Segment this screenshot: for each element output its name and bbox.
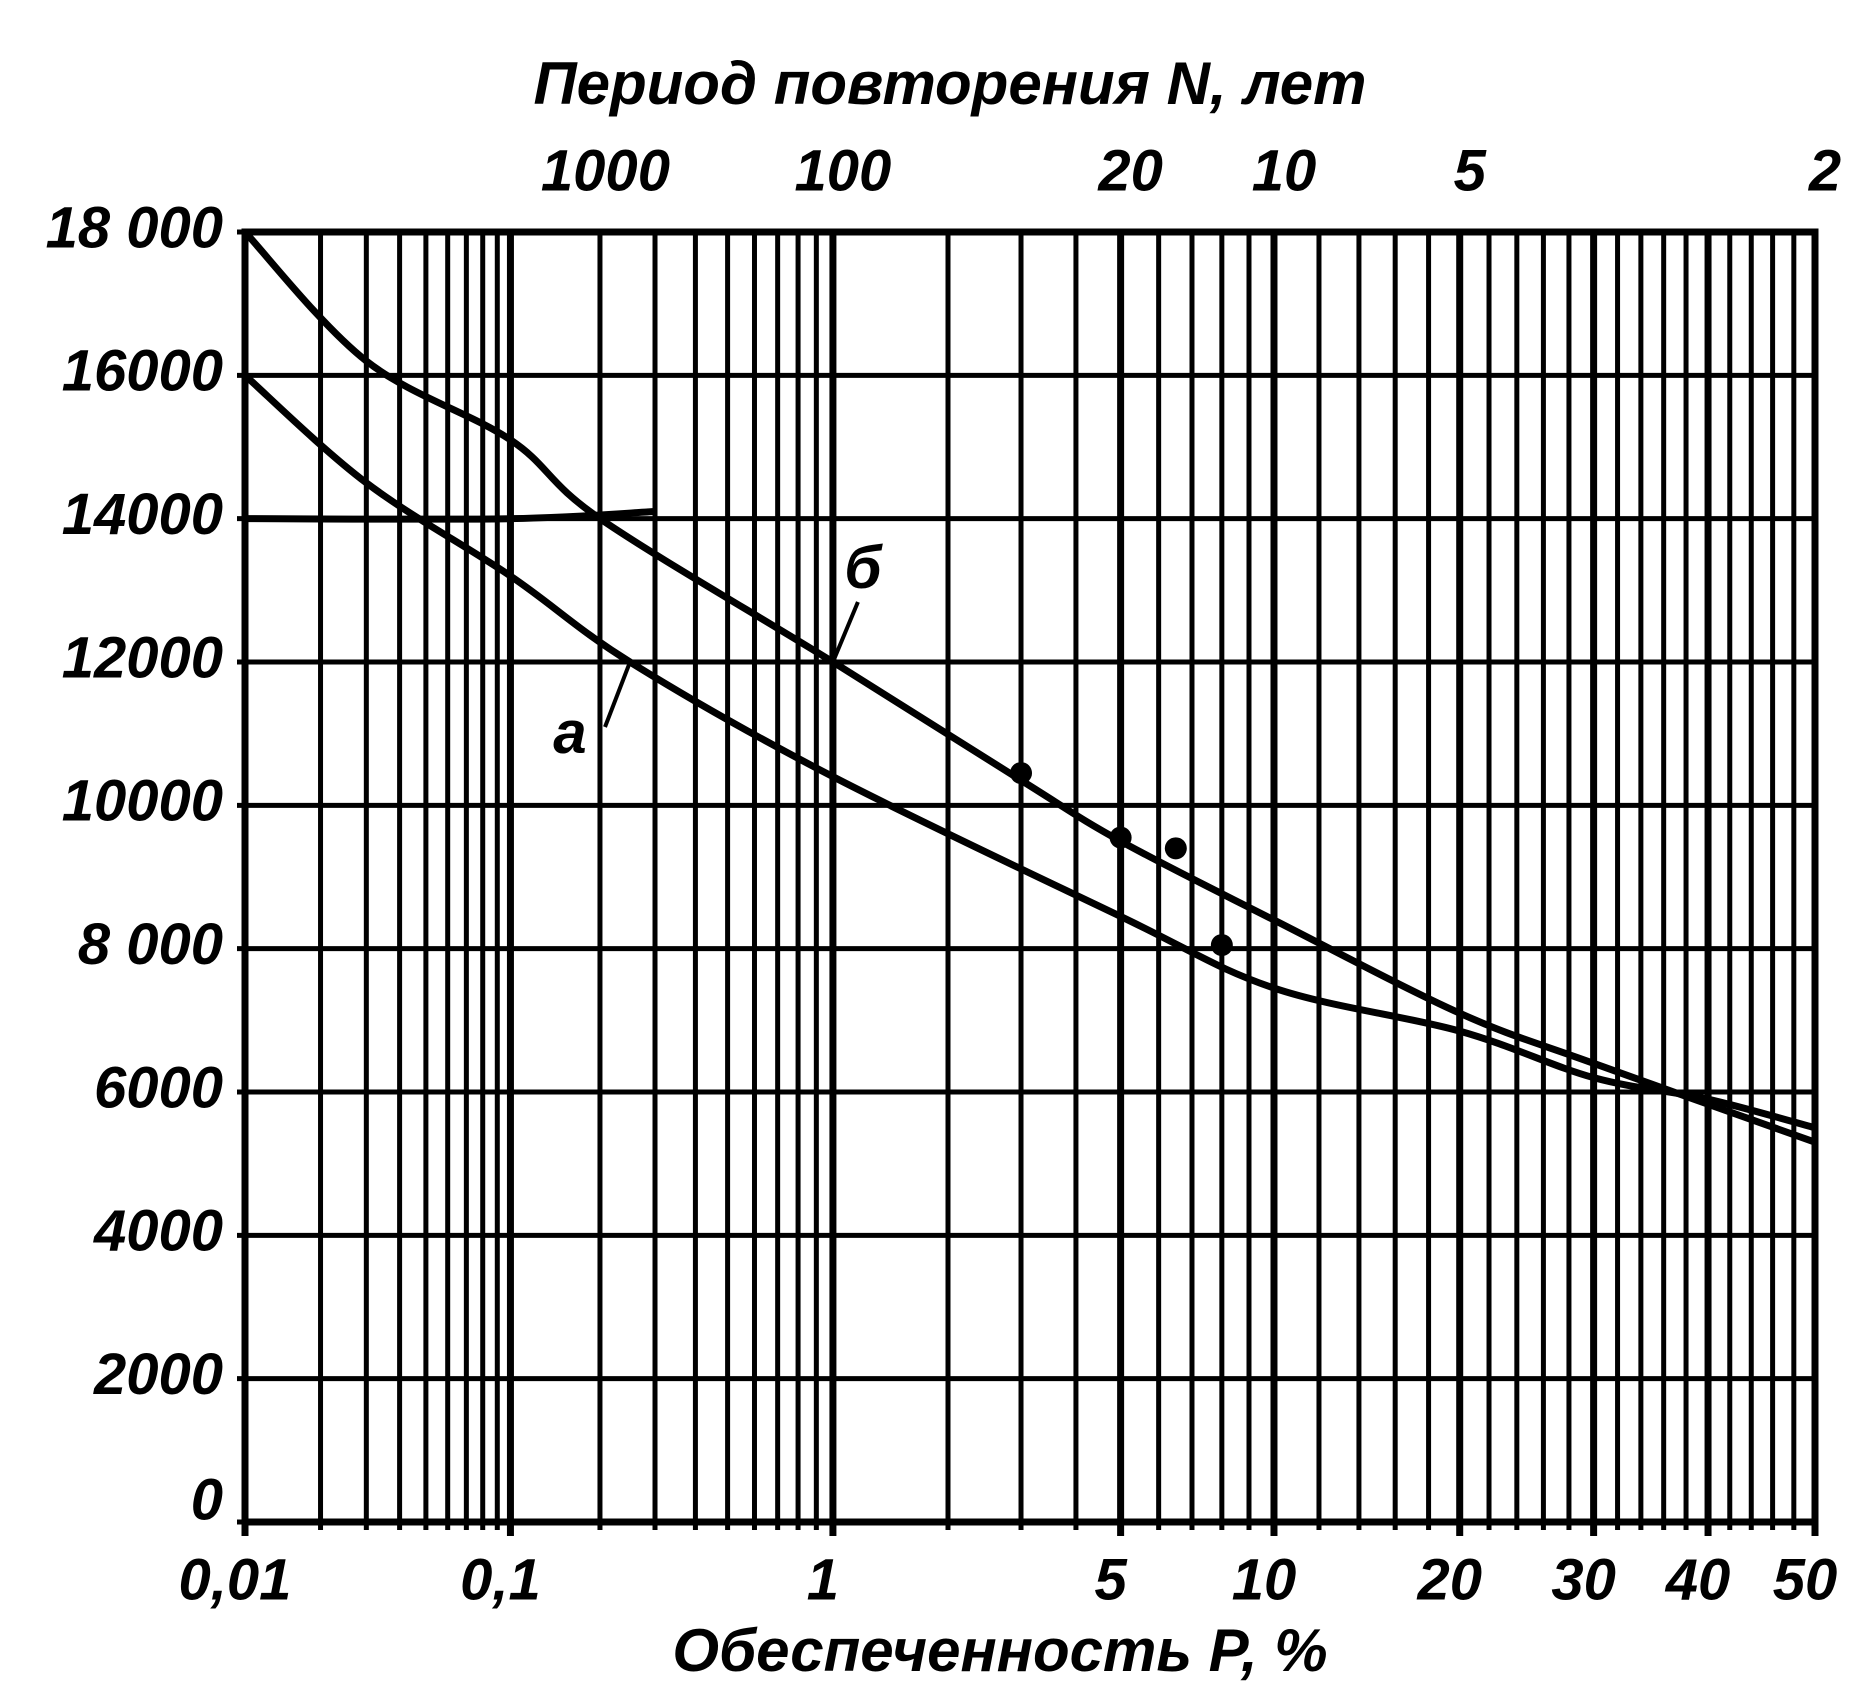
y-tick-label: 18 000	[46, 195, 223, 260]
y-tick-label: 14000	[62, 482, 223, 547]
y-tick-label: 12000	[62, 625, 223, 690]
x2-tick-label: 100	[795, 138, 892, 203]
y-tick-label: 10000	[62, 769, 223, 834]
leader-line	[831, 601, 860, 663]
x-tick-label: 1	[807, 1547, 839, 1612]
x-tick-label: 0,01	[179, 1547, 292, 1612]
line	[244, 508, 656, 523]
x2-tick-label: 20	[1097, 138, 1163, 203]
y-tick-label: 8 000	[78, 912, 223, 977]
x-tick-label: 5	[1094, 1547, 1127, 1612]
x2-tick-label: 1000	[541, 138, 670, 203]
plot-frame	[241, 228, 1819, 1526]
series-label: б	[844, 534, 883, 601]
series-label: а	[553, 699, 586, 766]
point	[1010, 762, 1033, 785]
x-tick-label: 40	[1665, 1547, 1731, 1612]
x-tick-label: 20	[1416, 1547, 1482, 1612]
x-tick-label: 30	[1551, 1547, 1616, 1612]
line	[242, 372, 1816, 1132]
x2-tick-label: 5	[1454, 138, 1487, 203]
x-tick-label: 0,1	[460, 1547, 541, 1612]
x-tick-label: 50	[1773, 1547, 1838, 1612]
x2-tick-label: 2	[1808, 138, 1841, 203]
y-tick-label: 6000	[94, 1055, 223, 1120]
point	[1210, 934, 1233, 957]
point	[1164, 837, 1187, 860]
chart-title: Период повторения N, лет	[533, 50, 1366, 117]
x2-tick-label: 10	[1252, 138, 1317, 203]
y-tick-label: 2000	[93, 1342, 223, 1407]
y-tick-label: 16000	[62, 339, 223, 404]
point	[1109, 826, 1132, 849]
x-tick-label: 10	[1232, 1547, 1297, 1612]
y-tick-label: 4000	[93, 1199, 223, 1264]
leader-line	[603, 661, 632, 728]
x-axis-label: Обеспеченность P, %	[672, 1617, 1327, 1684]
y-tick-label: 0	[191, 1467, 223, 1532]
